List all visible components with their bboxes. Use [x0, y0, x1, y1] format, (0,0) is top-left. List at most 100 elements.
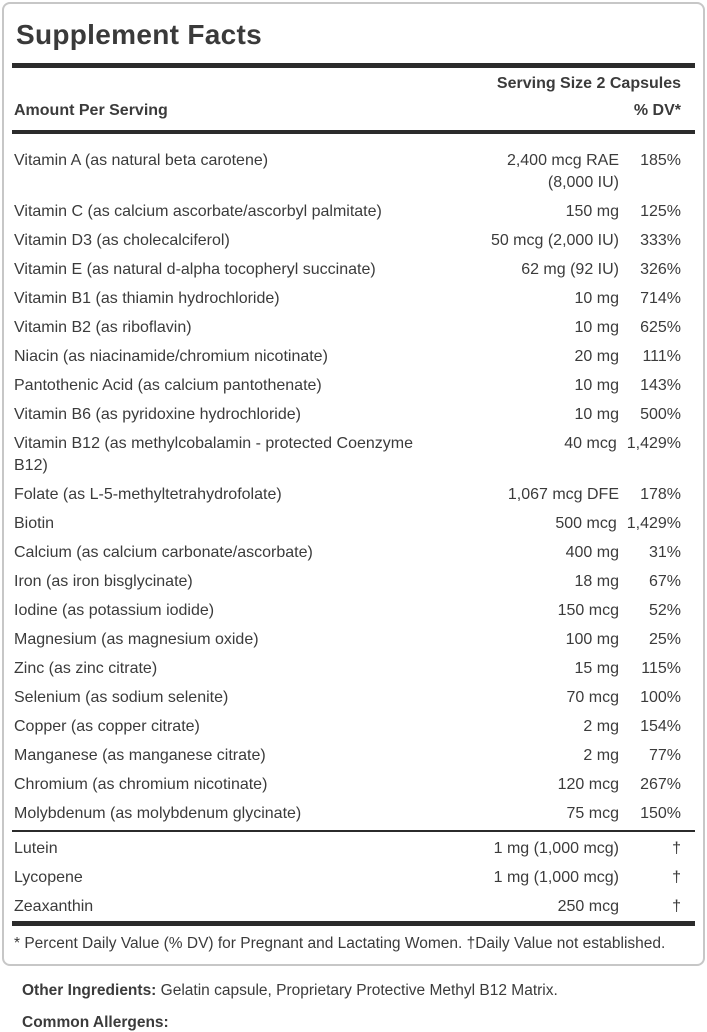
- nutrient-dv: 1,429%: [626, 434, 681, 452]
- nutrient-name: Iodine (as potassium iodide): [14, 601, 215, 619]
- nutrient-amount: 100 mg: [565, 630, 619, 648]
- nutrient-dv: 500%: [640, 405, 681, 423]
- table-row: Copper (as copper citrate) 2 mg 154%: [12, 712, 695, 741]
- nutrient-dv: 326%: [640, 260, 681, 278]
- nutrient-name: Vitamin E (as natural d-alpha tocopheryl…: [14, 260, 376, 278]
- nutrient-dv: 25%: [648, 630, 681, 648]
- nutrient-dv: 333%: [640, 231, 681, 249]
- other-ingredients-text: Gelatin capsule, Proprietary Protective …: [156, 982, 558, 999]
- divider-above-footnote: [12, 921, 695, 926]
- nutrient-dv: 178%: [640, 485, 681, 503]
- nutrient-name: Vitamin B1 (as thiamin hydrochloride): [14, 289, 280, 307]
- divider-under-header: [12, 130, 695, 134]
- nutrient-amount: 50 mcg (2,000 IU): [490, 231, 619, 249]
- nutrient-amount: 10 mg: [574, 376, 619, 394]
- column-header-dv: % DV*: [633, 102, 681, 119]
- panel-title: Supplement Facts: [16, 19, 262, 50]
- nutrient-amount: 10 mg: [574, 405, 619, 423]
- nutrient-amount: 1 mg (1,000 mcg): [493, 868, 619, 886]
- table-row: Molybdenum (as molybdenum glycinate) 75 …: [12, 799, 695, 828]
- nutrient-dv: 125%: [640, 202, 681, 220]
- table-row: Vitamin B6 (as pyridoxine hydrochloride)…: [12, 400, 695, 429]
- nutrient-amount: 2,400 mcg RAE (8,000 IU): [454, 150, 619, 194]
- nutrient-amount: 150 mcg: [557, 601, 619, 619]
- table-row: Zinc (as zinc citrate) 15 mg 115%: [12, 654, 695, 683]
- nutrient-name: Pantothenic Acid (as calcium pantothenat…: [14, 376, 322, 394]
- nutrient-dv: 143%: [640, 376, 681, 394]
- nutrient-dv: 150%: [640, 804, 681, 822]
- nutrient-name: Lutein: [14, 839, 58, 857]
- table-row: Vitamin B1 (as thiamin hydrochloride) 10…: [12, 284, 695, 313]
- dv-footnote: * Percent Daily Value (% DV) for Pregnan…: [14, 935, 666, 952]
- nutrient-amount: 40 mcg: [564, 434, 617, 452]
- nutrient-dv: †: [672, 839, 681, 857]
- table-row: Lycopene 1 mg (1,000 mcg) †: [12, 863, 695, 892]
- nutrient-rows-secondary: Lutein 1 mg (1,000 mcg) † Lycopene 1 mg …: [12, 832, 695, 921]
- nutrient-dv: 625%: [640, 318, 681, 336]
- nutrient-name: Magnesium (as magnesium oxide): [14, 630, 259, 648]
- table-row: Zeaxanthin 250 mcg †: [12, 892, 695, 921]
- column-header-amount: Amount Per Serving: [14, 102, 168, 119]
- nutrient-amount-secondary: (8,000 IU): [547, 173, 619, 191]
- nutrient-name: Vitamin B2 (as riboflavin): [14, 318, 192, 336]
- nutrient-dv: 267%: [640, 775, 681, 793]
- nutrient-dv: 100%: [640, 688, 681, 706]
- nutrient-amount: 250 mcg: [557, 897, 619, 915]
- nutrient-name: Vitamin D3 (as cholecalciferol): [14, 231, 230, 249]
- nutrient-name: Vitamin B6 (as pyridoxine hydrochloride): [14, 405, 301, 423]
- nutrient-amount: 400 mg: [565, 543, 619, 561]
- table-row: Vitamin A (as natural beta carotene) 2,4…: [12, 146, 695, 197]
- nutrient-dv: 67%: [648, 572, 681, 590]
- divider-above-carotenoids: [12, 830, 695, 832]
- nutrient-name: Vitamin C (as calcium ascorbate/ascorbyl…: [14, 202, 382, 220]
- nutrient-amount: 62 mg (92 IU): [521, 260, 619, 278]
- nutrient-name: Copper (as copper citrate): [14, 717, 200, 735]
- table-row: Magnesium (as magnesium oxide) 100 mg 25…: [12, 625, 695, 654]
- nutrient-dv: 111%: [642, 347, 681, 365]
- nutrient-amount: 75 mcg: [566, 804, 619, 822]
- nutrient-dv: 31%: [648, 543, 681, 561]
- table-row: Vitamin B2 (as riboflavin) 10 mg 625%: [12, 313, 695, 342]
- serving-size: Serving Size 2 Capsules: [496, 75, 681, 92]
- table-row: Lutein 1 mg (1,000 mcg) †: [12, 834, 695, 863]
- nutrient-amount: 1,067 mcg DFE: [507, 485, 619, 503]
- nutrient-name: Manganese (as manganese citrate): [14, 746, 266, 764]
- nutrient-name: Selenium (as sodium selenite): [14, 688, 229, 706]
- nutrient-dv: †: [672, 897, 681, 915]
- nutrient-dv: 52%: [648, 601, 681, 619]
- table-row: Vitamin C (as calcium ascorbate/ascorbyl…: [12, 197, 695, 226]
- nutrient-name: Lycopene: [14, 868, 83, 886]
- nutrient-name: Vitamin A (as natural beta carotene): [14, 151, 269, 169]
- nutrient-name: Zeaxanthin: [14, 897, 94, 915]
- nutrient-dv: 714%: [640, 289, 681, 307]
- nutrient-name: Zinc (as zinc citrate): [14, 659, 158, 677]
- nutrient-name: Chromium (as chromium nicotinate): [14, 775, 268, 793]
- nutrient-name: Folate (as L-5-methyltetrahydrofolate): [14, 485, 282, 503]
- nutrient-dv: 185%: [640, 151, 681, 169]
- below-panel-text: Other Ingredients: Gelatin capsule, Prop…: [22, 982, 707, 1032]
- table-row: Niacin (as niacinamide/chromium nicotina…: [12, 342, 695, 371]
- nutrient-amount: 2 mg: [583, 746, 619, 764]
- table-row: Manganese (as manganese citrate) 2 mg 77…: [12, 741, 695, 770]
- nutrient-amount: 70 mcg: [566, 688, 619, 706]
- nutrient-amount: 10 mg: [574, 318, 619, 336]
- table-row: Calcium (as calcium carbonate/ascorbate)…: [12, 538, 695, 567]
- nutrient-amount: 150 mg: [565, 202, 619, 220]
- table-row: Iron (as iron bisglycinate) 18 mg 67%: [12, 567, 695, 596]
- nutrient-name: Biotin: [14, 514, 55, 532]
- table-row: Vitamin D3 (as cholecalciferol) 50 mcg (…: [12, 226, 695, 255]
- common-allergens-label: Common Allergens:: [22, 1014, 169, 1031]
- nutrient-dv: †: [672, 868, 681, 886]
- nutrient-dv: 1,429%: [626, 514, 681, 532]
- supplement-facts-panel: Supplement Facts Serving Size 2 Capsules…: [2, 2, 705, 966]
- common-allergens-line: Common Allergens:: [22, 1014, 707, 1032]
- nutrient-name: Iron (as iron bisglycinate): [14, 572, 193, 590]
- nutrient-dv: 115%: [641, 659, 681, 677]
- table-row: Biotin 500 mcg 1,429%: [12, 509, 695, 538]
- nutrient-amount: 120 mcg: [557, 775, 619, 793]
- table-row: Folate (as L-5-methyltetrahydrofolate) 1…: [12, 480, 695, 509]
- other-ingredients-line: Other Ingredients: Gelatin capsule, Prop…: [22, 982, 707, 1000]
- table-row: Iodine (as potassium iodide) 150 mcg 52%: [12, 596, 695, 625]
- nutrient-name: Niacin (as niacinamide/chromium nicotina…: [14, 347, 328, 365]
- nutrient-dv: 77%: [648, 746, 681, 764]
